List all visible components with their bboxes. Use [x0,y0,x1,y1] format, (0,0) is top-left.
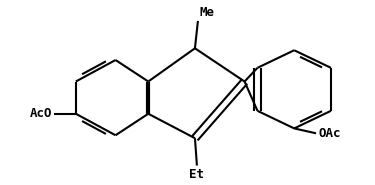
Text: OAc: OAc [318,127,340,140]
Text: Me: Me [200,6,215,19]
Text: Et: Et [189,167,204,181]
Text: AcO: AcO [30,107,52,120]
